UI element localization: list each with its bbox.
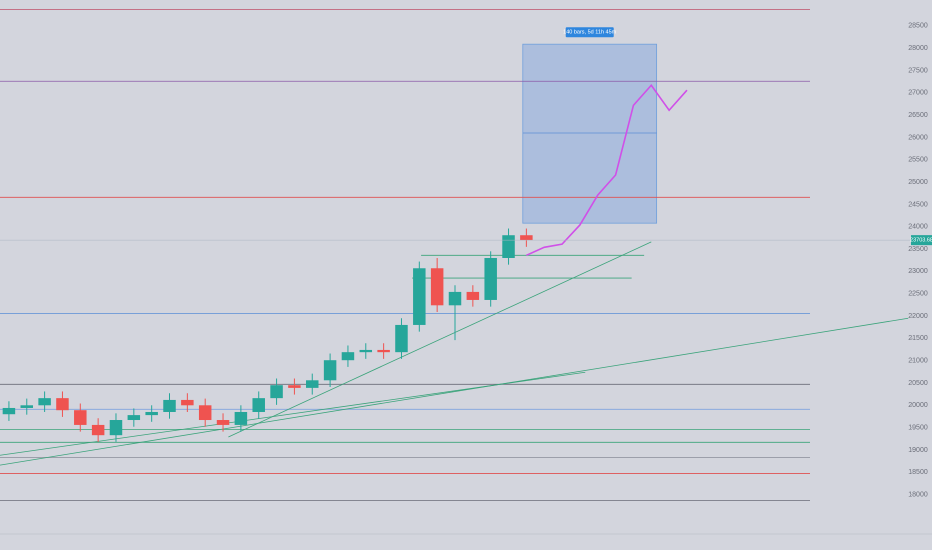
candle-body — [234, 411, 248, 425]
candle-body — [430, 268, 444, 306]
y-tick-label: 21500 — [908, 335, 928, 342]
last-price-label: 23703.68 — [910, 238, 932, 244]
trendline — [228, 241, 652, 438]
y-tick-label: 24500 — [908, 201, 928, 208]
candle-body — [20, 405, 34, 408]
candle-body — [323, 360, 337, 381]
y-tick-label: 25500 — [908, 157, 928, 164]
candle-body — [163, 399, 176, 412]
candle-body — [448, 291, 462, 306]
candle-body — [127, 415, 141, 421]
y-tick-label: 23500 — [908, 246, 928, 253]
range-box — [522, 43, 658, 224]
candle-body — [413, 268, 426, 325]
range-box-label: 140 bars, 5d 11h 45m — [563, 30, 617, 36]
y-tick-label: 18000 — [908, 491, 928, 498]
candle-body — [520, 235, 533, 241]
candle-body — [198, 405, 212, 421]
candle-body — [56, 398, 69, 411]
candle-body — [91, 424, 105, 436]
y-tick-label: 20000 — [908, 402, 928, 409]
candle-body — [395, 324, 408, 353]
candle-body — [288, 385, 301, 388]
last-price-bg — [911, 235, 932, 246]
trendline — [0, 317, 909, 466]
candle-body — [484, 257, 497, 300]
candle-body — [270, 385, 283, 399]
y-tick-label: 24000 — [908, 224, 928, 231]
candle-body — [109, 420, 123, 436]
y-tick-label: 23000 — [908, 268, 928, 275]
candle-body — [359, 349, 373, 353]
candle-body — [74, 410, 87, 425]
candle-body — [38, 398, 51, 406]
candle-body — [341, 352, 355, 361]
y-tick-label: 28000 — [908, 45, 928, 52]
projection-line — [526, 83, 688, 257]
candle-body — [145, 411, 158, 416]
candle-body — [181, 399, 194, 406]
y-tick-label: 22000 — [908, 313, 928, 320]
y-tick-label: 26000 — [908, 134, 928, 141]
candle-body — [306, 380, 319, 388]
y-tick-label: 25000 — [908, 179, 928, 186]
candle-body — [466, 291, 480, 300]
trendline — [0, 371, 586, 456]
y-tick-label: 22500 — [908, 291, 928, 298]
y-tick-label: 19000 — [908, 447, 928, 454]
y-tick-label: 26500 — [908, 112, 928, 119]
candle-body — [216, 420, 230, 425]
y-tick-label: 27500 — [908, 67, 928, 74]
y-tick-label: 19500 — [908, 424, 928, 431]
y-tick-label: 28500 — [908, 23, 928, 30]
y-tick-label: 20500 — [908, 380, 928, 387]
range-box-label-bg — [565, 27, 614, 38]
y-tick-label: 18500 — [908, 469, 928, 476]
y-tick-label: 27000 — [908, 90, 928, 97]
candle-body — [377, 349, 390, 353]
candle-body — [252, 398, 265, 412]
candle-body — [2, 407, 16, 415]
y-tick-label: 21000 — [908, 357, 928, 364]
candle-body — [502, 235, 515, 258]
